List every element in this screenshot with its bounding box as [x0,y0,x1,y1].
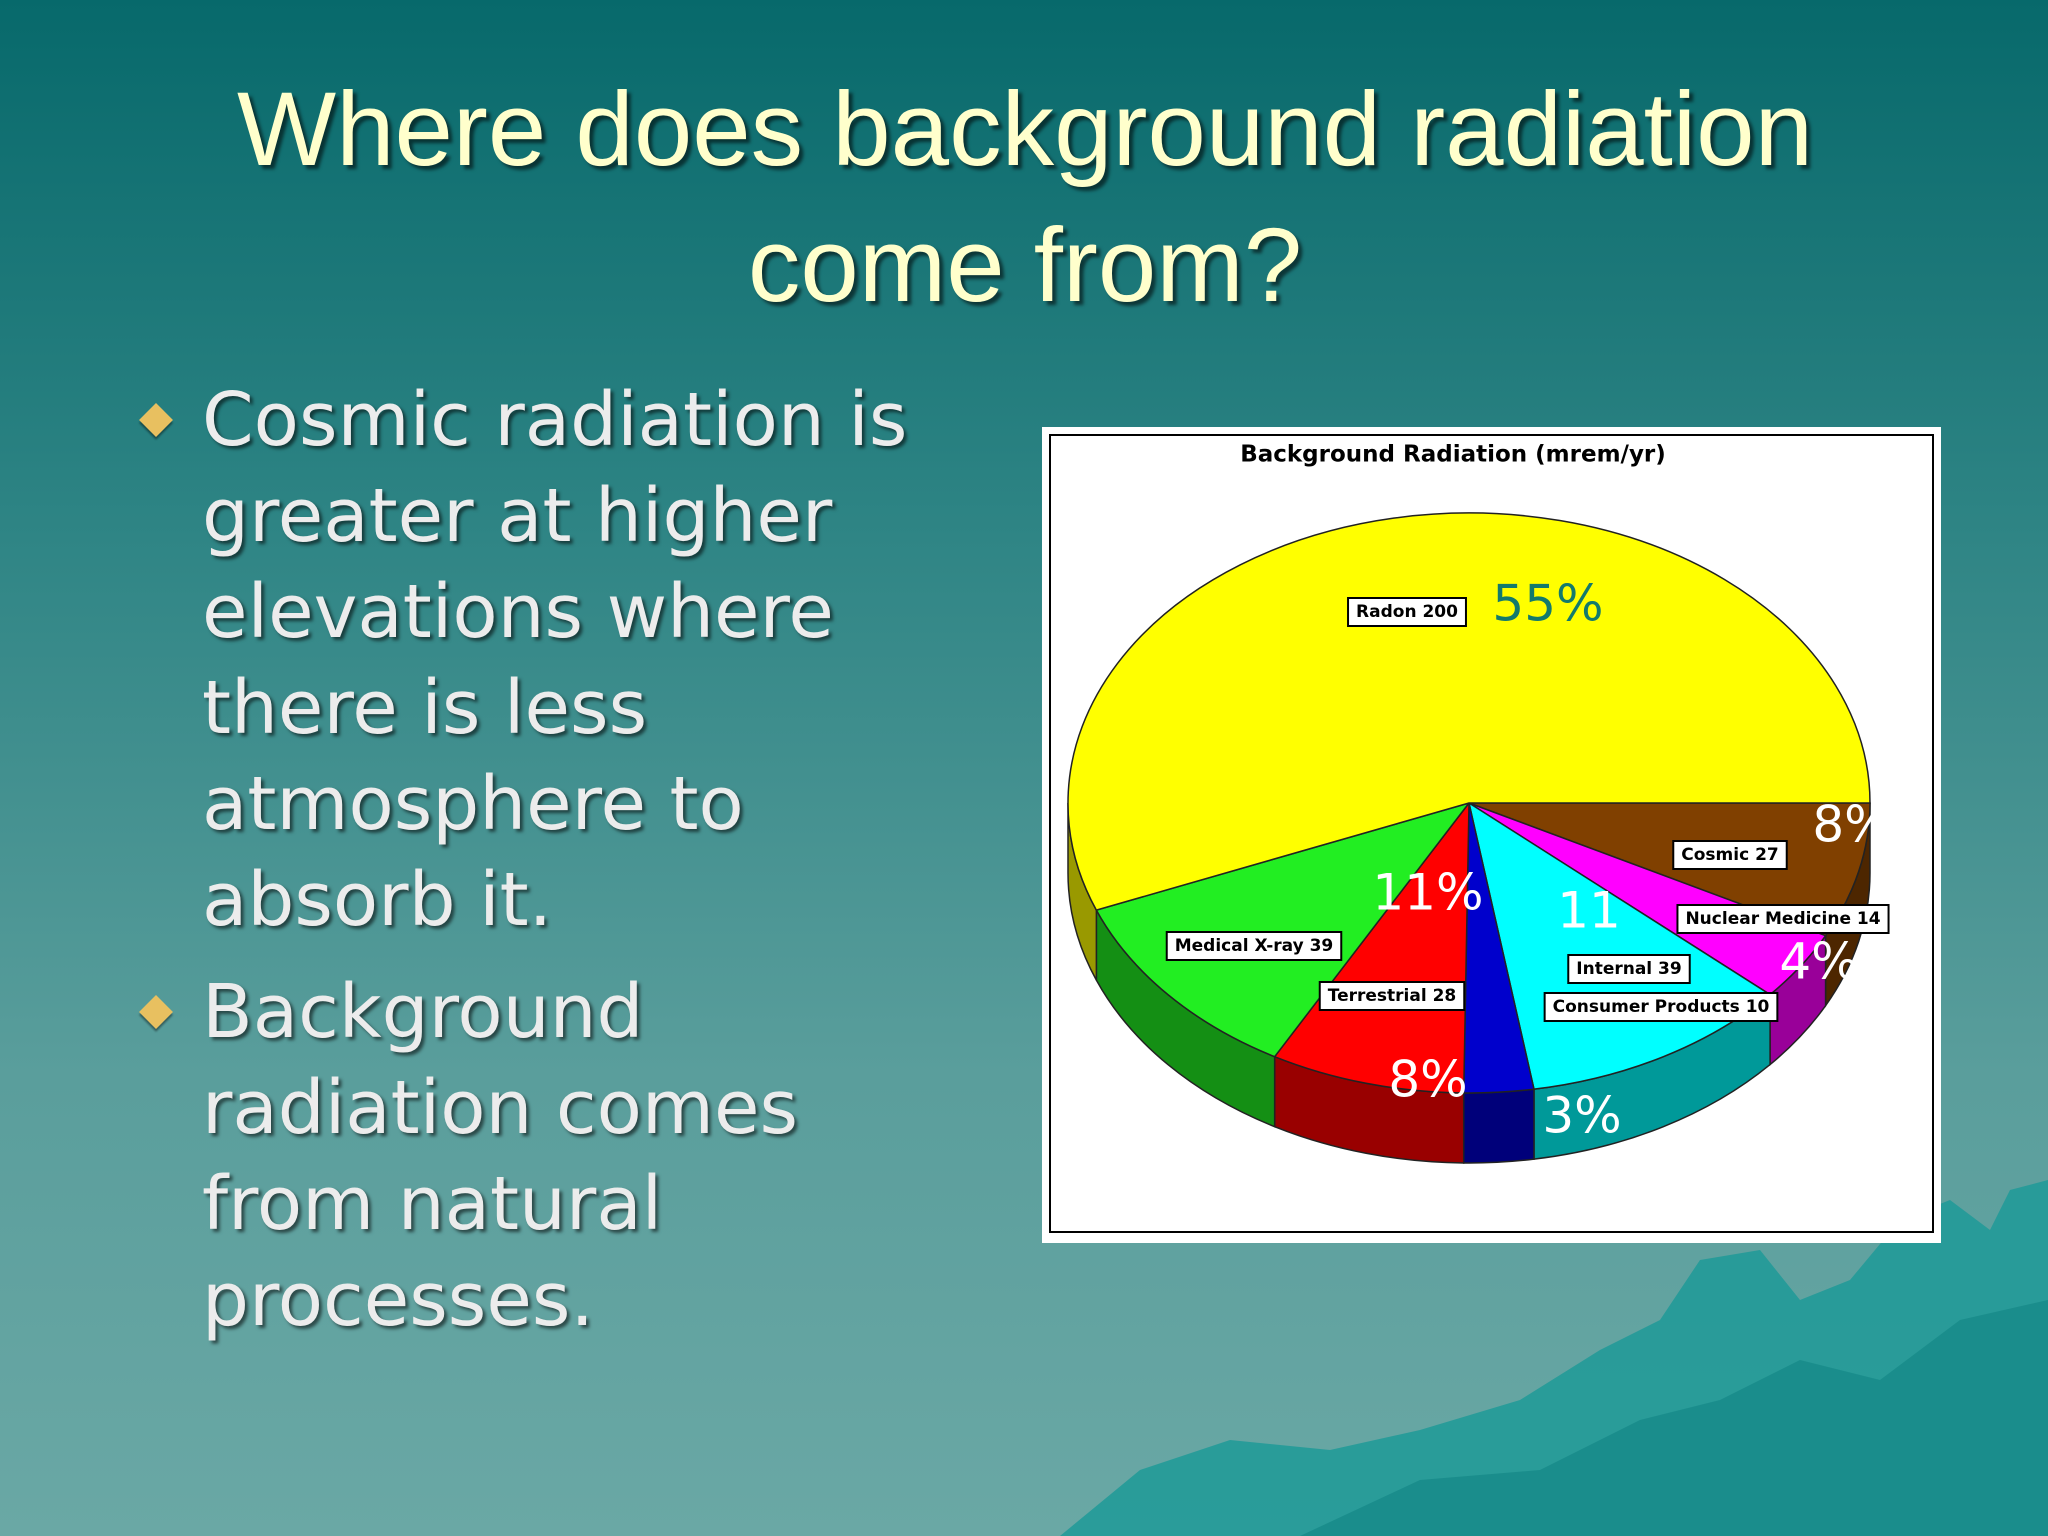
bullet-list: Cosmic radiation is greater at higher el… [202,372,992,1364]
label-box [1318,981,1466,1011]
label-box [1543,992,1779,1022]
slice-label: Consumer Products 10 [1543,992,1779,1022]
slice-label-text: Terrestrial 28 [1328,986,1457,1006]
slice-label-text: Radon 200 [1356,602,1458,622]
slice-label: Cosmic 27 [1672,840,1788,870]
slice-label: Terrestrial 28 [1318,981,1466,1011]
slide-title: Where does background radiation come fro… [237,71,1813,324]
bullet: Background radiation comes from natural … [202,964,992,1348]
slice [1067,512,1871,912]
chart-border [1049,434,1934,1233]
percent-annotation: 4% [1779,933,1858,991]
percent-annotation: 55% [1492,575,1603,633]
label-box [1165,931,1343,961]
slice-label: Nuclear Medicine 14 [1676,904,1890,934]
slice-label: Radon 200 [1347,597,1467,627]
label-box [1672,840,1788,870]
percent-annotation: 11% [1372,864,1483,922]
slice-label-text: Cosmic 27 [1681,845,1778,865]
slice-label: Medical X-ray 39 [1165,931,1343,961]
slice-label: Internal 39 [1567,954,1691,984]
slice-side [1462,1088,1535,1164]
label-box [1347,597,1467,627]
slice [1095,801,1471,1058]
percent-annotation: 11 [1557,882,1621,940]
slice [1273,800,1470,1094]
slice-label-text: Nuclear Medicine 14 [1685,909,1880,929]
label-box [1676,904,1890,934]
slice-label-text: Medical X-ray 39 [1175,936,1334,956]
percent-annotation: 8% [1812,796,1891,854]
bullet: Cosmic radiation is greater at higher el… [202,372,992,948]
percent-annotation: 3% [1542,1087,1621,1145]
slice-label-text: Internal 39 [1576,959,1681,979]
percent-annotation: 8% [1388,1051,1467,1109]
mountains-shade [1300,1300,2048,1536]
label-box [1567,954,1691,984]
chart-title: Background Radiation (mrem/yr) [1240,442,1666,468]
slice-label-text: Consumer Products 10 [1553,997,1770,1017]
